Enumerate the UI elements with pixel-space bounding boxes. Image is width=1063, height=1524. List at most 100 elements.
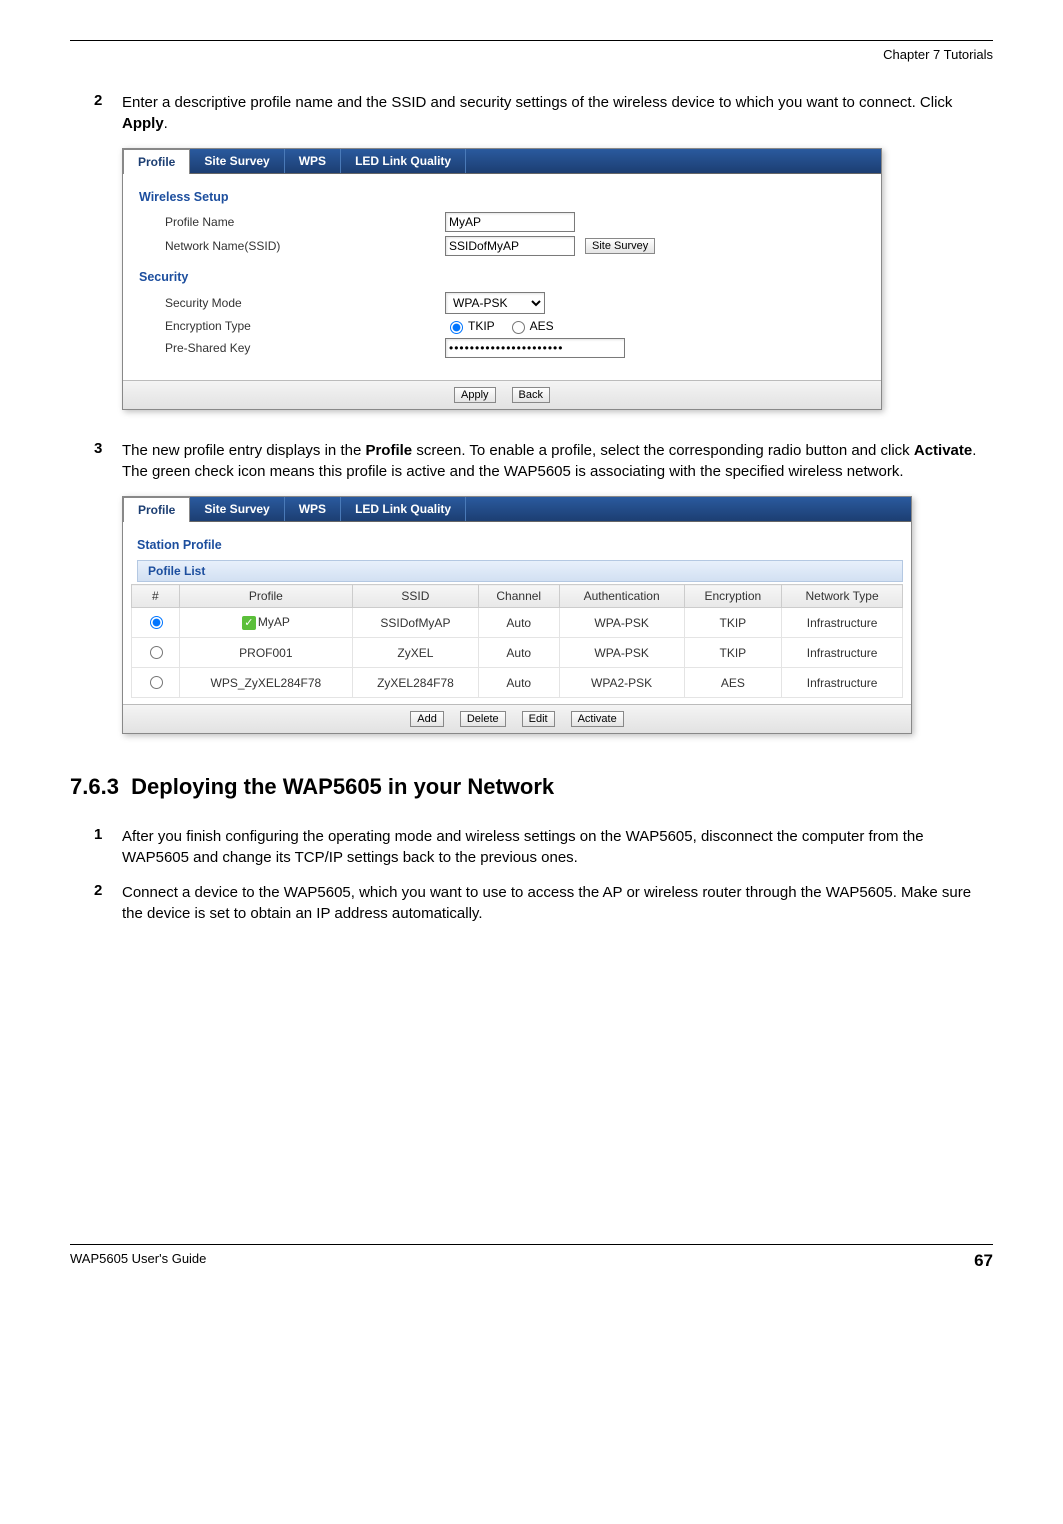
profile-name-cell: MyAP [258,615,290,629]
encryption-radio-group: TKIP AES [445,318,554,334]
cell-enc: TKIP [684,638,782,668]
profile-name-cell: PROF001 [239,646,292,660]
profile-name-label: Profile Name [165,215,445,229]
tab-wps[interactable]: WPS [285,149,341,173]
table-header-row: #ProfileSSIDChannelAuthenticationEncrypt… [132,585,903,608]
step-number: 2 [94,882,122,924]
profile-list-header: Pofile List [137,560,903,582]
psk-row: Pre-Shared Key [165,338,865,358]
cell-ntype: Infrastructure [782,638,903,668]
step-number: 2 [94,92,122,134]
table-row: ✓MyAPSSIDofMyAPAutoWPA-PSKTKIPInfrastruc… [132,608,903,638]
tab-site-survey[interactable]: Site Survey [190,149,284,173]
back-button[interactable]: Back [512,387,550,403]
wireless-setup-panel: ProfileSite SurveyWPSLED Link Quality Wi… [122,148,882,410]
cell-ssid: ZyXEL [353,638,479,668]
ssid-input[interactable] [445,236,575,256]
page: Chapter 7 Tutorials 2 Enter a descriptiv… [0,0,1063,1301]
aes-label: AES [530,319,554,333]
step-text: Enter a descriptive profile name and the… [122,92,993,134]
tab-wps[interactable]: WPS [285,497,341,521]
section-heading: 7.6.3 Deploying the WAP5605 in your Netw… [70,774,993,800]
cell-channel: Auto [478,608,559,638]
column-profile: Profile [179,585,352,608]
deploy-step-1: 1 After you finish configuring the opera… [94,826,993,868]
security-mode-select[interactable]: WPA-PSK [445,292,545,314]
panel-footer: Apply Back [123,380,881,409]
panel-body: Station Profile Pofile List #ProfileSSID… [123,522,911,704]
psk-input[interactable] [445,338,625,358]
chapter-header: Chapter 7 Tutorials [70,47,993,62]
panel-footer: Add Delete Edit Activate [123,704,911,733]
row-select-radio[interactable] [150,646,163,659]
column--: # [132,585,180,608]
ssid-label: Network Name(SSID) [165,239,445,253]
cell-auth: WPA2-PSK [559,668,684,698]
step-number: 3 [94,440,122,482]
station-profile-heading: Station Profile [137,538,903,552]
aes-radio[interactable] [512,321,525,334]
tab-bar: ProfileSite SurveyWPSLED Link Quality [123,149,881,174]
add-button[interactable]: Add [410,711,444,727]
column-ssid: SSID [353,585,479,608]
tab-led-link-quality[interactable]: LED Link Quality [341,497,466,521]
step-number: 1 [94,826,122,868]
profile-name-input[interactable] [445,212,575,232]
cell-enc: AES [684,668,782,698]
tkip-radio[interactable] [450,321,463,334]
table-row: PROF001ZyXELAutoWPA-PSKTKIPInfrastructur… [132,638,903,668]
profile-list-panel: ProfileSite SurveyWPSLED Link Quality St… [122,496,912,734]
tab-led-link-quality[interactable]: LED Link Quality [341,149,466,173]
encryption-row: Encryption Type TKIP AES [165,318,865,334]
panel-body: Wireless Setup Profile Name Network Name… [123,174,881,380]
header-rule [70,40,993,41]
security-heading: Security [139,270,865,284]
column-encryption: Encryption [684,585,782,608]
footer-guide-name: WAP5605 User's Guide [70,1251,206,1271]
row-select-radio[interactable] [150,676,163,689]
ssid-row: Network Name(SSID) Site Survey [165,236,865,256]
page-footer: WAP5605 User's Guide 67 [70,1244,993,1271]
cell-enc: TKIP [684,608,782,638]
security-mode-label: Security Mode [165,296,445,310]
encryption-aes-option[interactable]: AES [507,318,554,334]
profile-name-row: Profile Name [165,212,865,232]
cell-channel: Auto [478,638,559,668]
encryption-label: Encryption Type [165,319,445,333]
cell-ntype: Infrastructure [782,608,903,638]
tab-profile[interactable]: Profile [123,497,190,522]
step-text: After you finish configuring the operati… [122,826,993,868]
row-select-radio[interactable] [150,616,163,629]
delete-button[interactable]: Delete [460,711,506,727]
column-channel: Channel [478,585,559,608]
cell-channel: Auto [478,668,559,698]
deploy-step-2: 2 Connect a device to the WAP5605, which… [94,882,993,924]
security-mode-row: Security Mode WPA-PSK [165,292,865,314]
active-check-icon: ✓ [242,616,256,630]
section-title: Deploying the WAP5605 in your Network [131,774,554,799]
activate-button[interactable]: Activate [571,711,624,727]
cell-ntype: Infrastructure [782,668,903,698]
cell-ssid: ZyXEL284F78 [353,668,479,698]
cell-ssid: SSIDofMyAP [353,608,479,638]
footer-page-number: 67 [974,1251,993,1271]
wireless-setup-heading: Wireless Setup [139,190,865,204]
step-3: 3 The new profile entry displays in the … [94,440,993,482]
tkip-label: TKIP [468,319,495,333]
table-row: WPS_ZyXEL284F78ZyXEL284F78AutoWPA2-PSKAE… [132,668,903,698]
tab-profile[interactable]: Profile [123,149,190,174]
step-2: 2 Enter a descriptive profile name and t… [94,92,993,134]
apply-button[interactable]: Apply [454,387,496,403]
tab-bar: ProfileSite SurveyWPSLED Link Quality [123,497,911,522]
step-text: Connect a device to the WAP5605, which y… [122,882,993,924]
edit-button[interactable]: Edit [522,711,555,727]
psk-label: Pre-Shared Key [165,341,445,355]
section-number: 7.6.3 [70,774,119,799]
column-network-type: Network Type [782,585,903,608]
tab-site-survey[interactable]: Site Survey [190,497,284,521]
column-authentication: Authentication [559,585,684,608]
step-text: The new profile entry displays in the Pr… [122,440,993,482]
encryption-tkip-option[interactable]: TKIP [445,318,495,334]
site-survey-button[interactable]: Site Survey [585,238,655,254]
profile-table: #ProfileSSIDChannelAuthenticationEncrypt… [131,584,903,698]
